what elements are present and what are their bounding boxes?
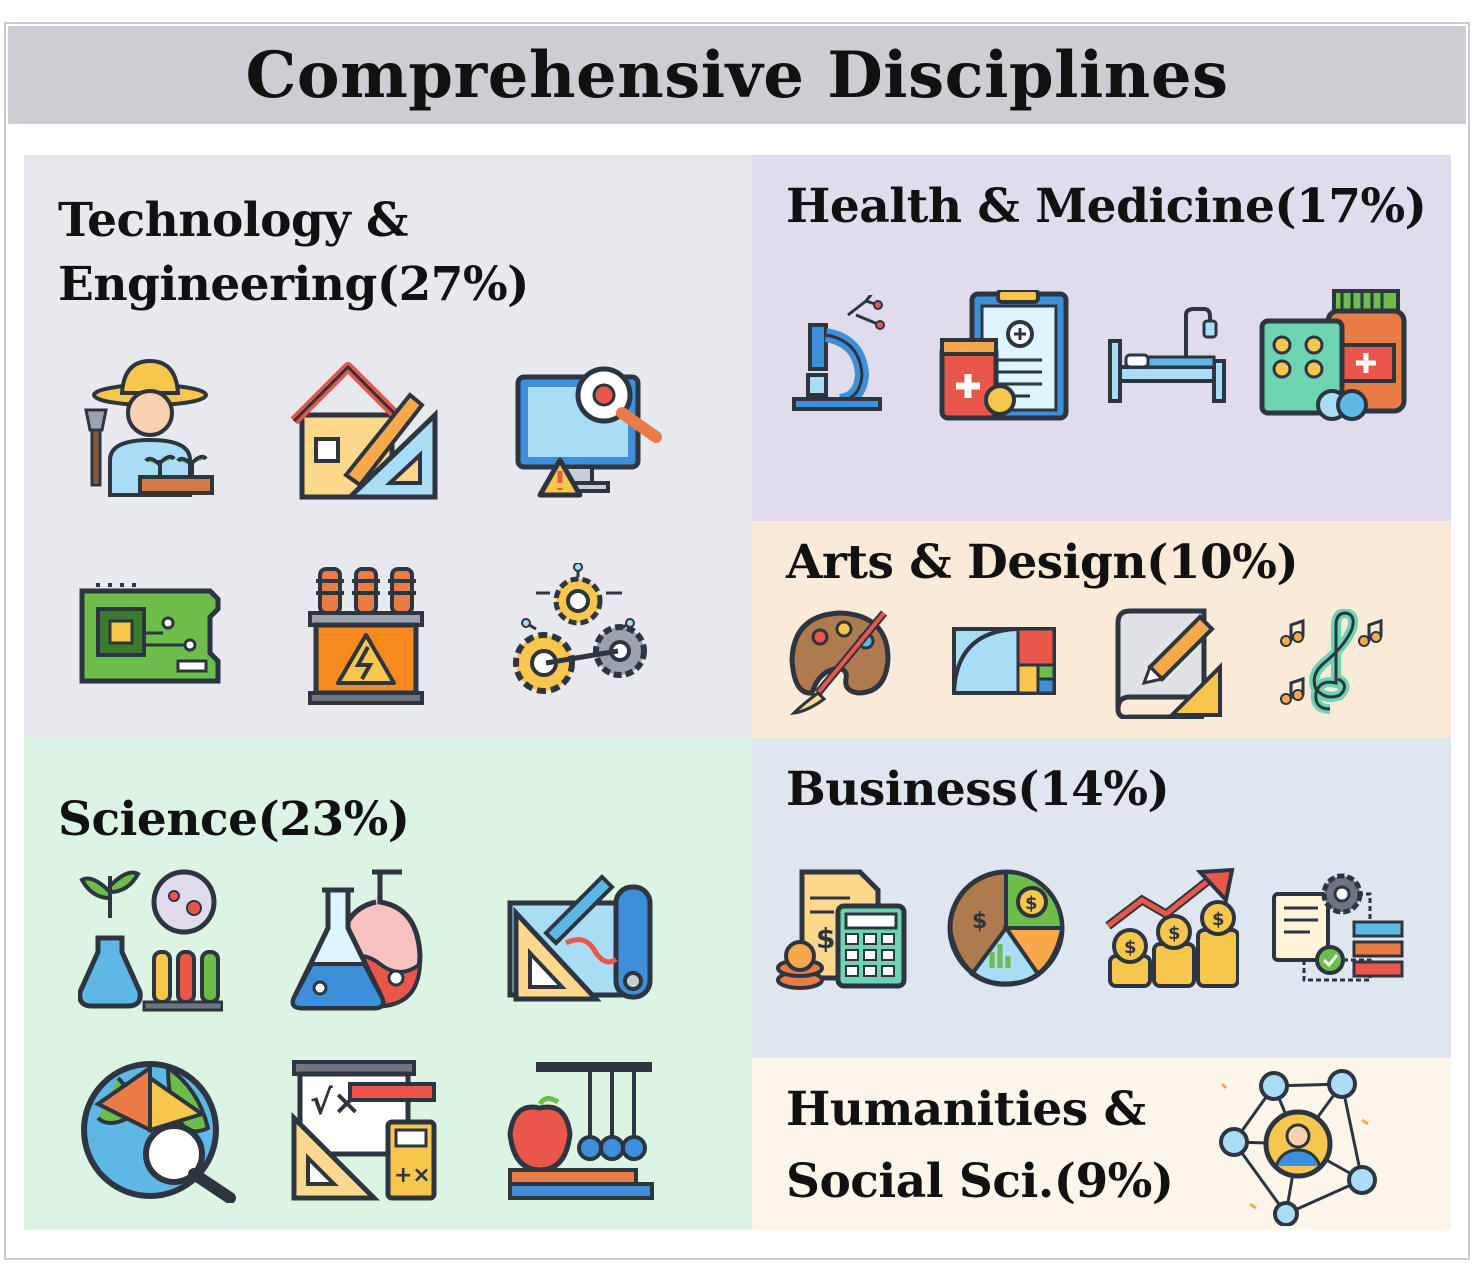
accounting-calculator-icon: $: [776, 869, 907, 990]
architecture-icon: [290, 362, 438, 500]
panel-title: Business(14%): [786, 762, 1170, 817]
circuit-board-icon: [79, 583, 221, 684]
panel-health-medicine: Health & Medicine(17%): [752, 155, 1451, 521]
earth-science-icon: [81, 1061, 236, 1203]
chemistry-flasks-icon: [290, 869, 423, 1011]
panel-science: Science(23%) √: [24, 738, 752, 1230]
svg-text:$: $: [1168, 923, 1181, 944]
panel-title: Health & Medicine(17%): [786, 179, 1427, 234]
blueprint-icon: [507, 874, 653, 1002]
panel-arts-design: Arts & Design(10%): [752, 521, 1451, 738]
panel-title: Arts & Design(10%): [786, 535, 1299, 590]
software-bug-icon: [515, 366, 662, 498]
farmer-icon: [84, 358, 214, 497]
svg-text:$: $: [1212, 909, 1225, 930]
pharmacy-pills-icon: [1259, 289, 1407, 421]
panel-title: Science(23%): [58, 792, 410, 847]
paint-palette-icon: [789, 610, 891, 716]
physics-newton-cradle-icon: [507, 1062, 654, 1200]
svg-text:$: $: [1124, 937, 1137, 958]
panel-technology-engineering: Technology & Engineering(27%): [24, 155, 752, 738]
panel-title-line1: Technology &: [58, 193, 408, 248]
social-network-icon: [1219, 1069, 1377, 1226]
panel-title-line2: Engineering(27%): [58, 257, 529, 312]
svg-text:$: $: [1025, 893, 1038, 914]
svg-text:$: $: [816, 922, 835, 955]
svg-text:$: $: [972, 909, 987, 934]
biology-icon: [78, 869, 223, 1012]
panel-humanities-social-sciences: Humanities & Social Sci.(9%): [752, 1058, 1451, 1230]
finance-pie-chart-icon: $ $: [947, 869, 1065, 987]
golden-ratio-icon: [952, 627, 1056, 695]
svg-text:+×: +×: [394, 1163, 431, 1188]
medical-record-icon: [939, 290, 1069, 421]
mathematics-icon: √× +×: [291, 1060, 437, 1201]
microscope-icon: [792, 295, 885, 411]
hospital-bed-icon: [1108, 307, 1226, 403]
music-note-icon: [1280, 609, 1383, 714]
growth-coins-icon: $ $ $: [1105, 867, 1239, 988]
panel-business: Business(14%) $ $ $: [752, 738, 1451, 1058]
panel-title-line2: Social Sci.(9%): [786, 1154, 1174, 1209]
workflow-icon: [1272, 873, 1404, 982]
design-drawing-icon: [1115, 608, 1222, 719]
gears-icon: [513, 563, 647, 694]
transformer-icon: [308, 567, 424, 705]
header-bar: Comprehensive Disciplines: [8, 26, 1466, 124]
figure-title: Comprehensive Disciplines: [245, 37, 1229, 113]
panel-title-line1: Humanities &: [786, 1082, 1146, 1137]
